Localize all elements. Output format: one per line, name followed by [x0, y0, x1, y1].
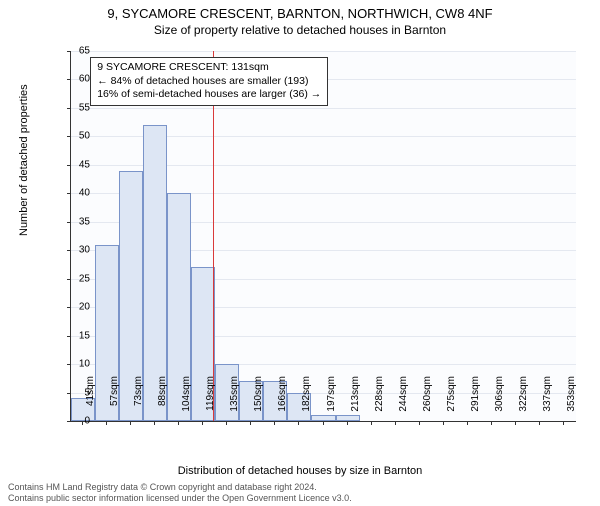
ytick-label: 10	[60, 359, 90, 370]
y-axis-label: Number of detached properties	[18, 84, 30, 236]
xtick-label: 275sqm	[446, 376, 457, 426]
xtick-mark	[250, 421, 251, 425]
xtick-mark	[130, 421, 131, 425]
xtick-mark	[539, 421, 540, 425]
xtick-mark	[106, 421, 107, 425]
xtick-label: 88sqm	[157, 376, 168, 426]
xtick-label: 166sqm	[277, 376, 288, 426]
xtick-label: 337sqm	[542, 376, 553, 426]
xtick-mark	[371, 421, 372, 425]
chart-subtitle: Size of property relative to detached ho…	[0, 23, 600, 37]
xtick-mark	[443, 421, 444, 425]
xtick-mark	[178, 421, 179, 425]
xtick-mark	[467, 421, 468, 425]
annotation-line: 16% of semi-detached houses are larger (…	[97, 88, 321, 102]
footer-line1: Contains HM Land Registry data © Crown c…	[8, 482, 352, 493]
xtick-mark	[563, 421, 564, 425]
annotation-line: ← 84% of detached houses are smaller (19…	[97, 75, 321, 89]
xtick-label: 104sqm	[181, 376, 192, 426]
chart-title: 9, SYCAMORE CRESCENT, BARNTON, NORTHWICH…	[0, 6, 600, 21]
ytick-label: 20	[60, 302, 90, 313]
xtick-label: 306sqm	[494, 376, 505, 426]
xtick-mark	[419, 421, 420, 425]
reference-line	[213, 51, 214, 421]
chart-area: 9 SYCAMORE CRESCENT: 131sqm← 84% of deta…	[70, 51, 575, 421]
xtick-label: 213sqm	[350, 376, 361, 426]
xtick-label: 182sqm	[301, 376, 312, 426]
chart-container: 9, SYCAMORE CRESCENT, BARNTON, NORTHWICH…	[0, 6, 600, 506]
ytick-label: 30	[60, 245, 90, 256]
xtick-mark	[154, 421, 155, 425]
xtick-label: 228sqm	[374, 376, 385, 426]
xtick-label: 197sqm	[326, 376, 337, 426]
xtick-mark	[298, 421, 299, 425]
ytick-label: 0	[60, 416, 90, 427]
ytick-label: 55	[60, 102, 90, 113]
xtick-label: 119sqm	[205, 376, 216, 426]
plot-region	[70, 51, 576, 422]
xtick-label: 322sqm	[518, 376, 529, 426]
footer-line2: Contains public sector information licen…	[8, 493, 352, 504]
ytick-label: 45	[60, 159, 90, 170]
ytick-label: 5	[60, 387, 90, 398]
xtick-mark	[202, 421, 203, 425]
xtick-mark	[491, 421, 492, 425]
xtick-mark	[395, 421, 396, 425]
xtick-mark	[515, 421, 516, 425]
xtick-mark	[323, 421, 324, 425]
xtick-mark	[347, 421, 348, 425]
footer-text: Contains HM Land Registry data © Crown c…	[8, 482, 352, 504]
ytick-label: 60	[60, 74, 90, 85]
x-axis-label: Distribution of detached houses by size …	[0, 465, 600, 477]
ytick-label: 25	[60, 273, 90, 284]
xtick-label: 150sqm	[253, 376, 264, 426]
ytick-label: 50	[60, 131, 90, 142]
xtick-label: 135sqm	[229, 376, 240, 426]
gridline	[71, 108, 576, 109]
ytick-label: 15	[60, 330, 90, 341]
gridline	[71, 51, 576, 52]
ytick-label: 40	[60, 188, 90, 199]
annotation-box: 9 SYCAMORE CRESCENT: 131sqm← 84% of deta…	[90, 57, 328, 106]
annotation-line: 9 SYCAMORE CRESCENT: 131sqm	[97, 61, 321, 75]
xtick-label: 260sqm	[422, 376, 433, 426]
xtick-mark	[274, 421, 275, 425]
xtick-label: 73sqm	[133, 376, 144, 426]
xtick-label: 291sqm	[470, 376, 481, 426]
ytick-label: 35	[60, 216, 90, 227]
ytick-label: 65	[60, 46, 90, 57]
xtick-label: 353sqm	[566, 376, 577, 426]
xtick-label: 57sqm	[109, 376, 120, 426]
xtick-label: 244sqm	[398, 376, 409, 426]
xtick-mark	[226, 421, 227, 425]
